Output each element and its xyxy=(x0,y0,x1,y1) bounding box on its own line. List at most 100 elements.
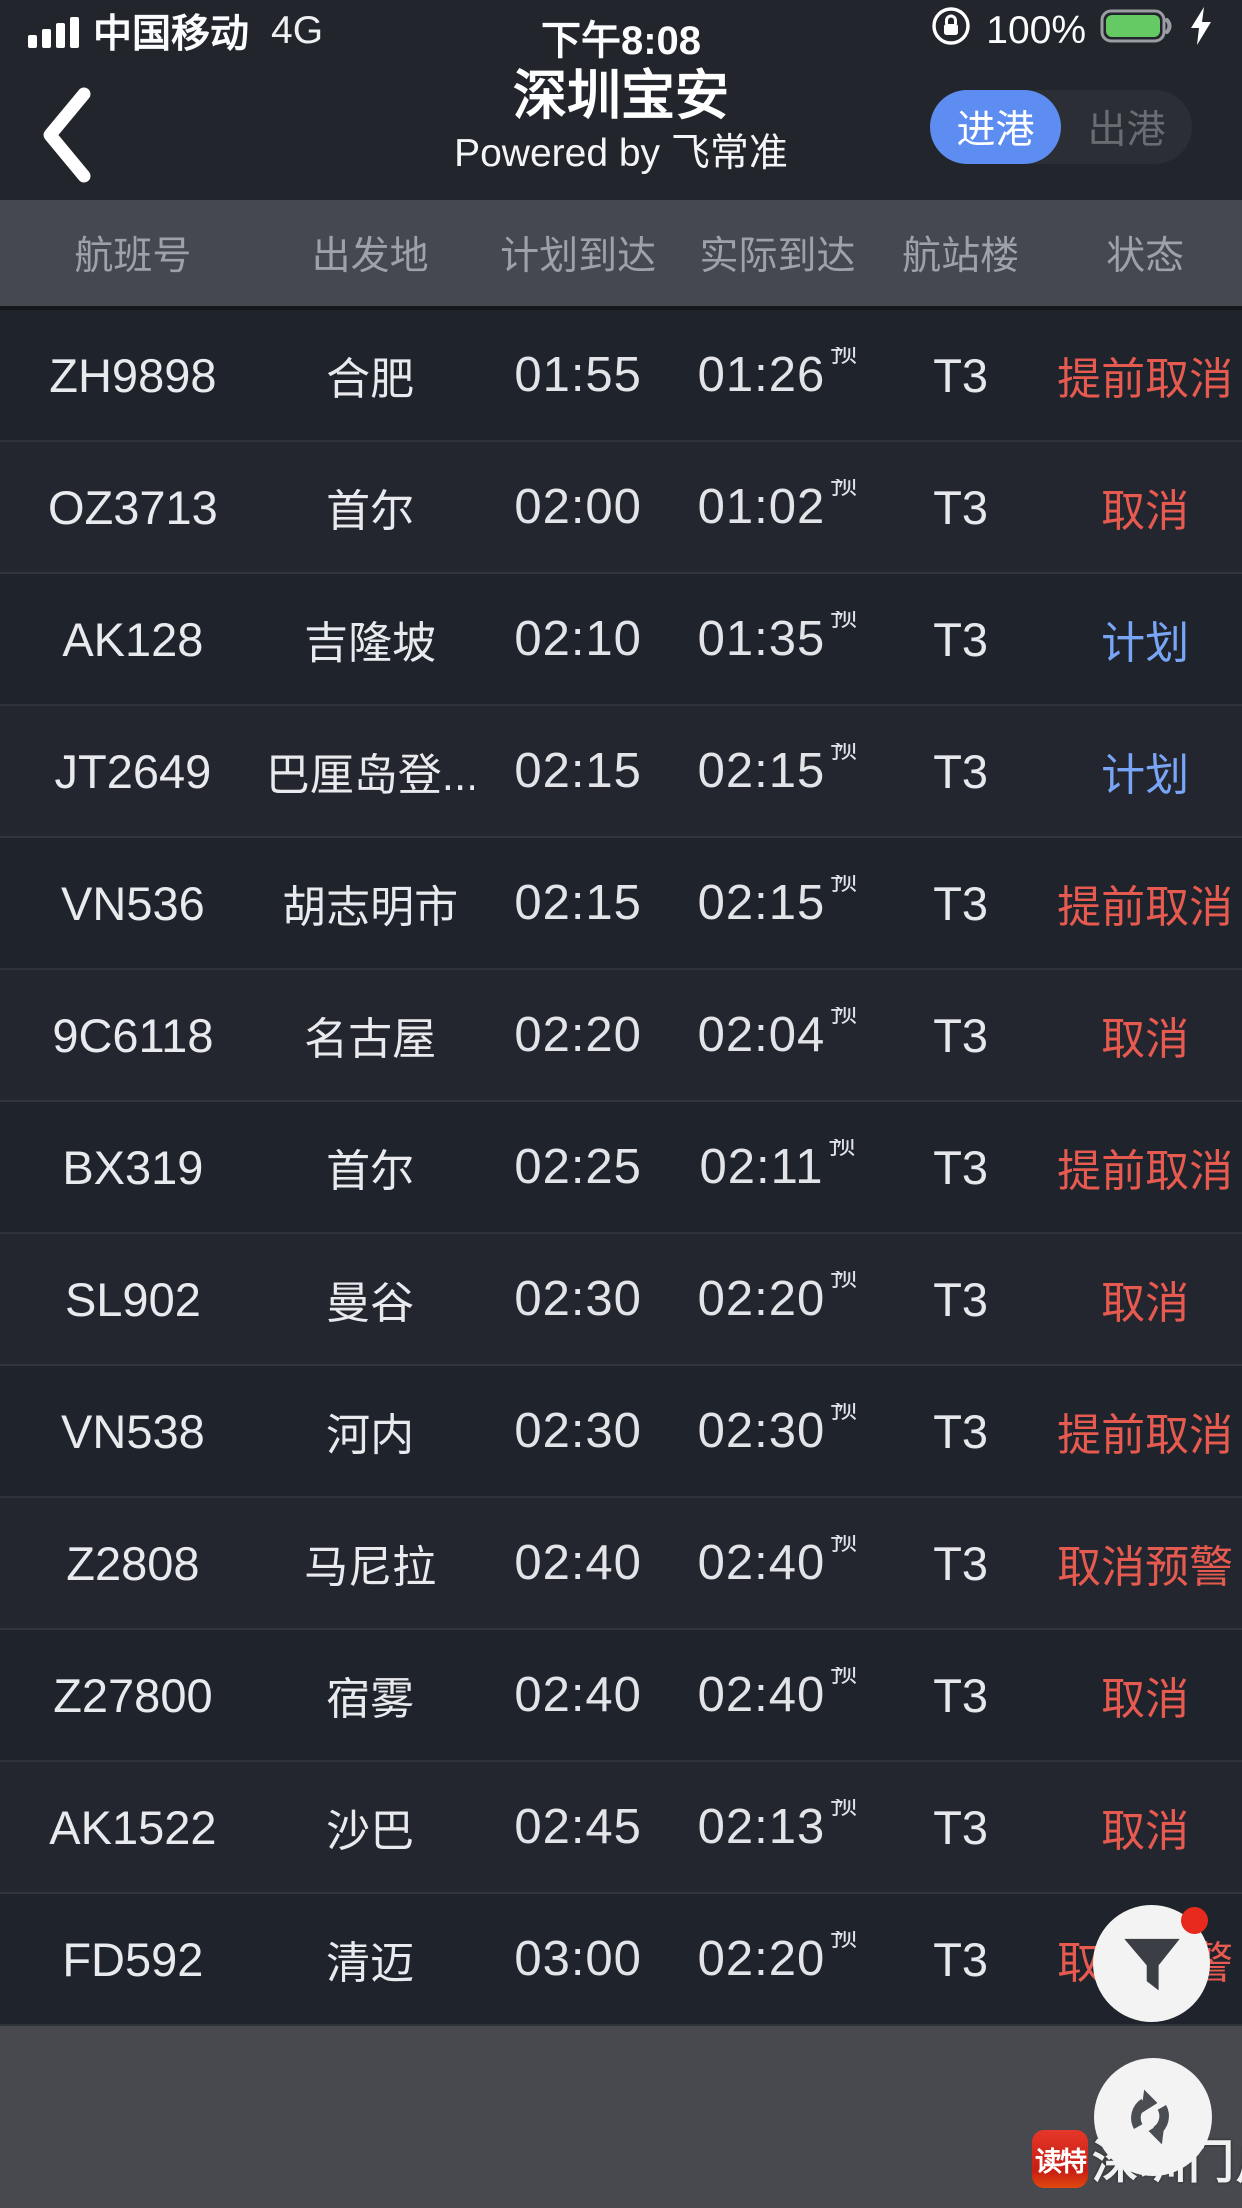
actual-time: 02:11 预 xyxy=(682,1139,873,1195)
scheduled-time: 02:15 xyxy=(514,744,642,798)
sync-arrows-icon xyxy=(1131,2089,1169,2145)
table-row[interactable]: AK128 吉隆坡 02:10 01:35 预 T3 计划 xyxy=(0,574,1242,706)
terminal: T3 xyxy=(933,348,989,402)
forecast-superscript: 预 xyxy=(830,875,858,896)
origin-city: 胡志明市 xyxy=(282,883,459,932)
actual-time-value: 02:30 xyxy=(697,1404,826,1458)
forecast-superscript: 预 xyxy=(830,611,858,632)
col-status: 状态 xyxy=(1106,235,1185,278)
actual-time: 02:13 预 xyxy=(682,1799,873,1855)
orientation-lock-icon xyxy=(930,5,972,57)
col-actual-arrival: 实际到达 xyxy=(699,235,856,278)
arrival-departure-toggle: 进港 出港 xyxy=(930,90,1192,164)
terminal: T3 xyxy=(933,1140,989,1194)
battery-icon xyxy=(1100,7,1174,55)
table-row[interactable]: OZ3713 首尔 02:00 01:02 预 T3 取消 xyxy=(0,442,1242,574)
terminal: T3 xyxy=(933,1932,989,1986)
scheduled-time: 02:20 xyxy=(514,1008,642,1062)
col-scheduled-arrival: 计划到达 xyxy=(500,235,657,278)
actual-time-value: 02:20 xyxy=(697,1272,826,1326)
status-text: 取消 xyxy=(1101,1807,1190,1856)
flight-number: ZH9898 xyxy=(49,348,217,402)
status-text: 提前取消 xyxy=(1057,1411,1234,1460)
status-text: 取消 xyxy=(1101,1675,1190,1724)
status-text: 取消 xyxy=(1101,1015,1190,1064)
funnel-icon xyxy=(1123,1938,1180,1990)
tab-departures[interactable]: 出港 xyxy=(1087,109,1166,152)
nav-bar: 深圳宝安 Powered by 飞常准 进港 出港 xyxy=(0,62,1242,200)
actual-time: 02:20 预 xyxy=(682,1271,873,1327)
scheduled-time: 02:15 xyxy=(514,876,642,930)
table-row[interactable]: FD592 清迈 03:00 02:20预 T3 取消预警 xyxy=(0,1894,1242,2026)
actual-time-value: 02:11 xyxy=(699,1140,824,1194)
actual-time: 02:40 预 xyxy=(682,1667,873,1723)
origin-city: 宿雾 xyxy=(326,1675,415,1724)
actual-time: 01:26 预 xyxy=(682,347,873,403)
battery-percent-label: 100% xyxy=(986,9,1086,52)
page-title: 深圳宝安 xyxy=(512,66,729,126)
actual-time-value: 02:20 xyxy=(697,1932,826,1986)
actual-time-value: 01:02 xyxy=(697,480,826,534)
flight-number: BX319 xyxy=(62,1140,204,1194)
table-row[interactable]: 9C6118 名古屋 02:20 02:04 预 T3 取消 xyxy=(0,970,1242,1102)
status-text: 提前取消 xyxy=(1057,1147,1234,1196)
forecast-superscript: 预 xyxy=(830,743,858,764)
table-row[interactable]: ZH9898 合肥 01:55 01:26 预 T3 提前取消 xyxy=(0,310,1242,442)
powered-by-label: Powered by 飞常准 xyxy=(454,132,788,175)
scheduled-time: 02:00 xyxy=(514,480,642,534)
forecast-superscript: 预 xyxy=(828,1139,856,1160)
tab-arrivals[interactable]: 进港 xyxy=(930,90,1061,164)
carrier-label: 中国移动 xyxy=(93,13,250,56)
flight-number: AK1522 xyxy=(49,1800,217,1854)
forecast-superscript: 预 xyxy=(830,1931,858,1952)
col-flight-number: 航班号 xyxy=(74,235,192,278)
forecast-superscript: 预 xyxy=(830,1535,858,1556)
origin-city: 清迈 xyxy=(326,1939,415,1988)
origin-city: 马尼拉 xyxy=(304,1543,437,1592)
back-button[interactable] xyxy=(26,80,106,190)
actual-time: 02:15 预 xyxy=(682,743,873,799)
terminal: T3 xyxy=(933,480,989,534)
table-row[interactable]: VN536 胡志明市 02:15 02:15 预 T3 提前取消 xyxy=(0,838,1242,970)
terminal: T3 xyxy=(933,612,989,666)
flight-number: AK128 xyxy=(62,612,204,666)
charging-bolt-icon xyxy=(1188,6,1214,56)
terminal: T3 xyxy=(933,1272,989,1326)
terminal: T3 xyxy=(933,1404,989,1458)
status-text: 计划 xyxy=(1101,619,1190,668)
table-row[interactable]: Z2808 马尼拉 02:40 02:40 预 T3 取消预警 xyxy=(0,1498,1242,1630)
table-row[interactable]: BX319 首尔 02:25 02:11 预 T3 提前取消 xyxy=(0,1102,1242,1234)
terminal: T3 xyxy=(933,1668,989,1722)
filter-button[interactable] xyxy=(1093,1905,1210,2022)
table-row[interactable]: JT2649 巴厘岛登... 02:15 02:15 预 T3 计划 xyxy=(0,706,1242,838)
terminal: T3 xyxy=(933,1800,989,1854)
origin-city: 合肥 xyxy=(326,355,415,404)
table-row[interactable]: SL902 曼谷 02:30 02:20 预 T3 取消 xyxy=(0,1234,1242,1366)
actual-time: 02:15 预 xyxy=(682,875,873,931)
flight-number: SL902 xyxy=(64,1272,201,1326)
flight-list: ZH9898 合肥 01:55 01:26 预 T3 提前取消 OZ3713 首尔… xyxy=(0,310,1242,2026)
flight-number: Z2808 xyxy=(66,1536,200,1590)
table-row[interactable]: VN538 河内 02:30 02:30 预 T3 提前取消 xyxy=(0,1366,1242,1498)
actual-time-value: 02:15 xyxy=(697,744,826,798)
actual-time: 02:20 预 xyxy=(682,1931,873,1987)
table-row[interactable]: Z27800 宿雾 02:40 02:40 预 T3 取消 xyxy=(0,1630,1242,1762)
signal-strength-icon xyxy=(28,14,79,48)
terminal: T3 xyxy=(933,1008,989,1062)
origin-city: 沙巴 xyxy=(326,1807,415,1856)
table-row[interactable]: AK1522 沙巴 02:45 02:13 预 T3 取消 xyxy=(0,1762,1242,1894)
status-bar: 中国移动 4G 下午8:08 100% xyxy=(0,0,1242,63)
actual-time-value: 02:40 xyxy=(697,1536,826,1590)
status-text: 取消预警 xyxy=(1057,1543,1234,1592)
origin-city: 首尔 xyxy=(326,487,415,536)
status-text: 取消 xyxy=(1101,1279,1190,1328)
flight-number: Z27800 xyxy=(53,1668,213,1722)
refresh-button[interactable] xyxy=(1094,2058,1212,2176)
actual-time: 01:02 预 xyxy=(682,479,873,535)
clock-label: 下午8:08 xyxy=(540,19,702,63)
scheduled-time: 02:10 xyxy=(514,612,642,666)
status-text: 提前取消 xyxy=(1057,355,1234,404)
terminal: T3 xyxy=(933,744,989,798)
actual-time-value: 01:35 xyxy=(697,612,826,666)
